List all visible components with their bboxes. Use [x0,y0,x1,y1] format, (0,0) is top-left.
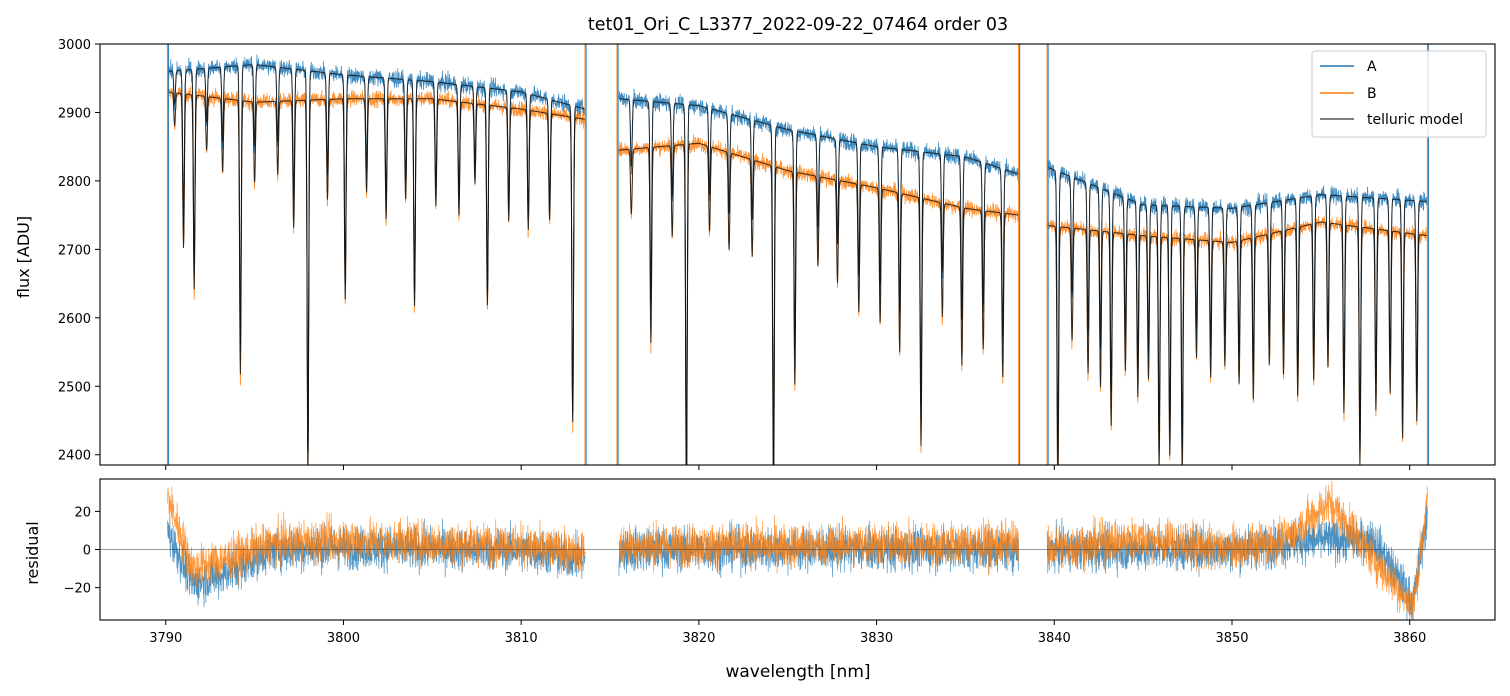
flux-ytick-label-2500: 2500 [58,380,91,395]
flux-plot-area [166,44,1429,465]
flux-axis-label: flux [ADU] [14,216,33,298]
residual-series-b-segment-1 [167,486,586,588]
flux-ytick-label-2900: 2900 [58,106,91,121]
residual-ytick-label-0: 0 [83,544,91,559]
telluric-model-a-segment-1 [167,64,586,451]
residual-xtick-label-3790: 3790 [149,631,182,646]
residual-ytick-label-20: 20 [74,505,91,520]
residual-xtick-label-3820: 3820 [682,631,715,646]
flux-panel: 2400 2500 2600 2700 2800 2900 3000 [58,38,1496,470]
residual-xtick-label-3830: 3830 [860,631,893,646]
flux-ytick-label-2800: 2800 [58,175,91,190]
flux-series-b-segment-1 [167,86,586,465]
residual-plot-area [167,480,1428,620]
residual-series-b-segment-3 [1046,480,1428,620]
legend: A B telluric model [1311,50,1487,138]
telluric-model-b-segment-3 [1047,221,1428,465]
legend-label-a: A [1367,59,1377,75]
telluric-model-b-segment-2 [618,142,1019,465]
chart-title: tet01_Ori_C_L3377_2022-09-22_07464 order… [588,15,1008,35]
residual-xtick-label-3800: 3800 [327,631,360,646]
flux-ytick-label-2400: 2400 [58,449,91,464]
residual-xtick-label-3860: 3860 [1393,631,1426,646]
flux-ytick-label-2700: 2700 [58,243,91,258]
legend-label-b: B [1367,86,1377,102]
telluric-model-b-segment-1 [167,91,586,465]
residual-xtick-label-3840: 3840 [1038,631,1071,646]
flux-ytick-label-2600: 2600 [58,312,91,327]
residual-ytick-label--20: −20 [64,582,91,597]
flux-series-a-segment-2 [618,88,1019,465]
residual-panel: −20 0 20 3790 3800 3810 3820 3830 3840 3850 3860 [64,478,1496,646]
residual-xtick-label-3850: 3850 [1215,631,1248,646]
residual-xtick-label-3810: 3810 [505,631,538,646]
flux-axes-frame [99,43,1496,466]
residual-axis-label: residual [23,521,42,584]
flux-ytick-label-3000: 3000 [58,38,91,53]
legend-frame [1311,50,1487,138]
flux-series-a-segment-3 [1046,160,1428,461]
legend-label-model: telluric model [1367,112,1463,128]
wavelength-axis-label: wavelength [nm] [725,662,870,682]
